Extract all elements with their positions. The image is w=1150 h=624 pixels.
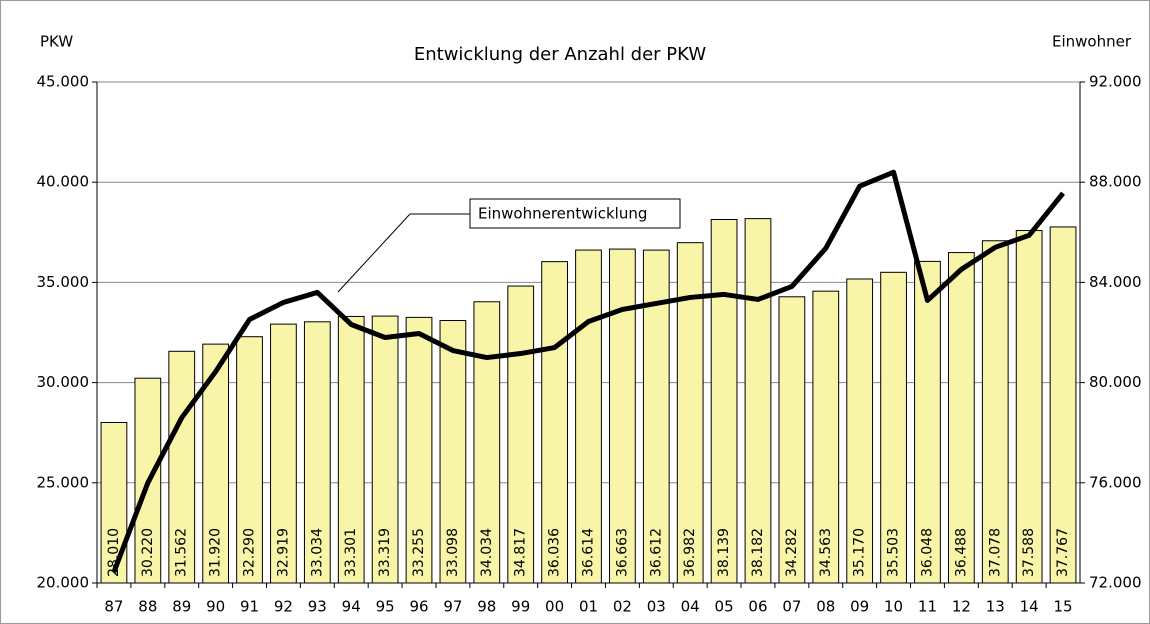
bar xyxy=(371,315,399,584)
bar xyxy=(812,290,840,584)
y2-tick-label: 80.000 xyxy=(1089,373,1142,391)
y-tick-label: 25.000 xyxy=(37,473,90,491)
x-tick-label: 14 xyxy=(1020,598,1039,616)
annotation-box xyxy=(469,198,681,229)
x-tick-label: 00 xyxy=(545,598,564,616)
x-tick-label: 01 xyxy=(579,598,598,616)
y2-tick-label: 84.000 xyxy=(1089,273,1142,291)
value-label: 34.563 xyxy=(818,528,834,577)
value-label: 38.139 xyxy=(716,528,732,577)
x-tick-label: 06 xyxy=(748,598,767,616)
value-label: 32.919 xyxy=(275,528,291,577)
x-tick-label: 89 xyxy=(172,598,191,616)
value-label: 33.098 xyxy=(445,528,461,577)
bar xyxy=(880,271,907,584)
x-tick-label: 97 xyxy=(443,598,462,616)
y-tick-label: 35.000 xyxy=(37,273,90,291)
value-label: 34.034 xyxy=(479,528,495,577)
annotation: Einwohnerentwicklung xyxy=(478,205,647,223)
x-tick-label: 04 xyxy=(681,598,700,616)
value-label: 35.170 xyxy=(852,528,868,577)
value-label: 36.663 xyxy=(614,528,630,577)
bar xyxy=(846,278,874,584)
value-label: 32.290 xyxy=(242,528,258,577)
y2-tick-label: 76.000 xyxy=(1089,473,1142,491)
value-label: 37.588 xyxy=(1021,528,1037,577)
value-label: 37.767 xyxy=(1055,528,1071,577)
x-tick-label: 91 xyxy=(240,598,259,616)
x-tick-label: 98 xyxy=(477,598,496,616)
value-label: 36.614 xyxy=(581,528,597,577)
value-label: 34.282 xyxy=(784,528,800,577)
x-tick-label: 13 xyxy=(986,598,1005,616)
x-tick-label: 88 xyxy=(138,598,157,616)
bar xyxy=(710,218,738,584)
value-label: 34.817 xyxy=(513,528,529,577)
x-tick-label: 11 xyxy=(918,598,937,616)
value-label: 36.036 xyxy=(547,528,563,577)
value-label: 30.220 xyxy=(140,528,156,577)
bar xyxy=(778,296,806,584)
x-tick-label: 12 xyxy=(952,598,971,616)
value-label: 37.078 xyxy=(987,528,1003,577)
value-label: 31.920 xyxy=(208,528,224,577)
line xyxy=(111,169,1065,573)
value-label: 36.982 xyxy=(682,528,698,577)
x-tick-label: 90 xyxy=(206,598,225,616)
bar xyxy=(981,240,1009,584)
x-tick-label: 02 xyxy=(613,598,632,616)
value-label: 33.034 xyxy=(309,528,325,577)
y-tick-label: 45.000 xyxy=(37,73,90,91)
value-label: 36.612 xyxy=(648,528,664,577)
x-tick-label: 10 xyxy=(884,598,903,616)
x-tick-label: 92 xyxy=(274,598,293,616)
y-tick-label: 30.000 xyxy=(37,373,90,391)
value-label: 33.319 xyxy=(377,528,393,577)
bar xyxy=(270,323,297,584)
y2-tick-label: 88.000 xyxy=(1089,173,1142,191)
bar xyxy=(609,248,636,584)
x-tick-label: 09 xyxy=(850,598,869,616)
y2-axis-label: Einwohner xyxy=(1052,33,1132,51)
value-label: 31.562 xyxy=(174,528,190,577)
x-tick-label: 87 xyxy=(104,598,123,616)
bar xyxy=(337,315,365,584)
bar xyxy=(168,350,196,584)
value-label: 36.048 xyxy=(919,528,935,577)
x-tick-label: 99 xyxy=(511,598,530,616)
x-tick-label: 93 xyxy=(308,598,327,616)
value-label: 38.182 xyxy=(750,528,766,577)
x-tick-label: 05 xyxy=(715,598,734,616)
bar xyxy=(914,260,941,584)
bar xyxy=(236,336,263,584)
chart-title: Entwicklung der Anzahl der PKW xyxy=(414,44,706,65)
bar xyxy=(744,218,772,584)
x-tick-label: 07 xyxy=(782,598,801,616)
y2-tick-label: 92.000 xyxy=(1089,73,1142,91)
x-tick-label: 15 xyxy=(1054,598,1073,616)
bar xyxy=(1015,230,1043,584)
bar xyxy=(947,252,975,584)
x-tick-label: 08 xyxy=(816,598,835,616)
y-tick-label: 20.000 xyxy=(37,574,90,592)
bar xyxy=(303,321,331,584)
callout-line xyxy=(337,213,470,293)
value-label: 33.301 xyxy=(343,528,359,577)
y-tick-label: 40.000 xyxy=(37,173,90,191)
value-label: 35.503 xyxy=(886,528,902,577)
value-label: 33.255 xyxy=(411,528,427,577)
bar xyxy=(473,301,501,584)
y-axis-label: PKW xyxy=(40,33,73,51)
bar xyxy=(507,285,535,584)
y2-tick-label: 72.000 xyxy=(1089,574,1142,592)
x-tick-label: 94 xyxy=(342,598,361,616)
x-tick-label: 95 xyxy=(376,598,395,616)
x-tick-label: 96 xyxy=(409,598,428,616)
value-label: 36.488 xyxy=(953,528,969,577)
x-tick-label: 03 xyxy=(647,598,666,616)
